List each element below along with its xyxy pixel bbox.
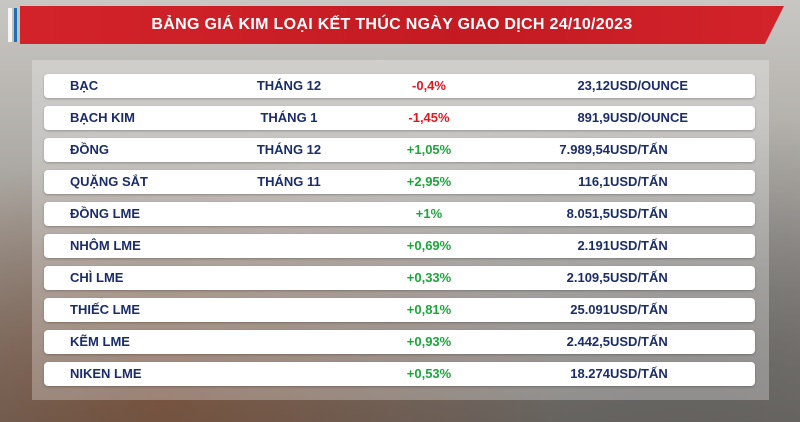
contract-month	[244, 362, 334, 386]
price-value: 116,1	[578, 174, 610, 189]
table-row: QUẶNG SẮT THÁNG 11 +2,95% 116,1 USD/TẤN	[44, 170, 755, 194]
price-unit: USD/TẤN	[610, 238, 668, 253]
table-row: KẼM LME +0,93% 2.442,5 USD/TẤN	[44, 330, 755, 354]
metal-name: BẠC	[70, 78, 99, 93]
price-change: +0,53%	[406, 366, 452, 381]
table-row: THIẾC LME +0,81% 25.091 USD/TẤN	[44, 298, 755, 322]
price-unit: USD/TẤN	[610, 334, 668, 349]
contract-month	[244, 330, 334, 354]
price-change: +1%	[415, 206, 443, 221]
left-accent-stripe	[8, 8, 12, 42]
metal-name: NIKEN LME	[70, 366, 142, 381]
metal-name: NHÔM LME	[70, 238, 141, 253]
contract-month: THÁNG 1	[260, 110, 318, 125]
table-row: NIKEN LME +0,53% 18.274 USD/TẤN	[44, 362, 755, 386]
price-change: -0,4%	[412, 78, 446, 93]
metal-name: KẼM LME	[70, 334, 130, 349]
contract-month: THÁNG 11	[257, 174, 321, 189]
price-unit: USD/TẤN	[610, 174, 668, 189]
table-row: BẠCH KIM THÁNG 1 -1,45% 891,9 USD/OUNCE	[44, 106, 755, 130]
price-value: 2.442,5	[566, 334, 610, 349]
price-change: +1,05%	[406, 142, 452, 157]
contract-month	[244, 266, 334, 290]
price-value: 23,12	[577, 78, 610, 93]
price-unit: USD/TẤN	[610, 366, 668, 381]
contract-month	[244, 234, 334, 258]
title-banner: BẢNG GIÁ KIM LOẠI KẾT THÚC NGÀY GIAO DỊC…	[20, 6, 784, 44]
table-row: ĐỒNG LME +1% 8.051,5 USD/TẤN	[44, 202, 755, 226]
metal-name: BẠCH KIM	[70, 110, 135, 125]
table-row: NHÔM LME +0,69% 2.191 USD/TẤN	[44, 234, 755, 258]
price-change: -1,45%	[408, 110, 450, 125]
left-accent-stripe-blue	[14, 8, 17, 42]
metal-name: CHÌ LME	[70, 270, 124, 285]
contract-month: THÁNG 12	[256, 142, 322, 157]
price-unit: USD/TẤN	[610, 302, 668, 317]
price-change: +0,93%	[406, 334, 452, 349]
price-value: 25.091	[570, 302, 610, 317]
price-unit: USD/OUNCE	[610, 110, 689, 125]
contract-month	[244, 298, 334, 322]
page-title: BẢNG GIÁ KIM LOẠI KẾT THÚC NGÀY GIAO DỊC…	[151, 16, 633, 33]
price-value: 2.191	[577, 238, 610, 253]
metal-name: THIẾC LME	[70, 302, 141, 317]
price-value: 18.274	[570, 366, 610, 381]
metal-name: ĐỒNG	[70, 142, 109, 157]
price-change: +0,33%	[406, 270, 452, 285]
price-unit: USD/TẤN	[610, 142, 668, 157]
price-change: +0,69%	[406, 238, 452, 253]
price-value: 891,9	[577, 110, 610, 125]
table-row: CHÌ LME +0,33% 2.109,5 USD/TẤN	[44, 266, 755, 290]
price-value: 2.109,5	[566, 270, 610, 285]
table-row: ĐỒNG THÁNG 12 +1,05% 7.989,54 USD/TẤN	[44, 138, 755, 162]
price-value: 8.051,5	[566, 206, 610, 221]
metal-name: ĐỒNG LME	[70, 206, 141, 221]
contract-month	[244, 202, 334, 226]
metal-name: QUẶNG SẮT	[70, 174, 148, 189]
price-unit: USD/TẤN	[610, 206, 668, 221]
table-row: BẠC THÁNG 12 -0,4% 23,12 USD/OUNCE	[44, 74, 755, 98]
price-change: +0,81%	[406, 302, 452, 317]
price-unit: USD/OUNCE	[610, 78, 689, 93]
price-unit: USD/TẤN	[610, 270, 668, 285]
contract-month: THÁNG 12	[256, 78, 322, 93]
price-value: 7.989,54	[559, 142, 610, 157]
price-change: +2,95%	[406, 174, 452, 189]
